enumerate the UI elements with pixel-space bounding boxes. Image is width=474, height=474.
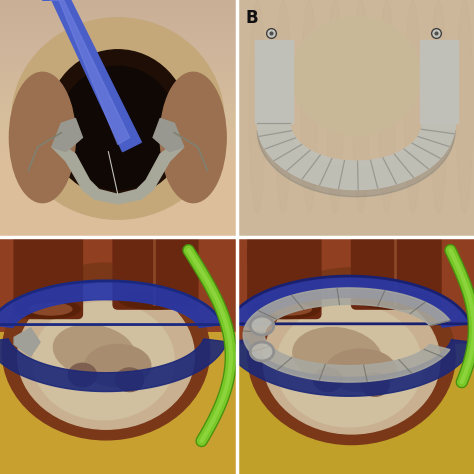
Ellipse shape xyxy=(248,268,455,445)
Ellipse shape xyxy=(292,17,421,135)
FancyBboxPatch shape xyxy=(352,229,441,309)
Ellipse shape xyxy=(275,0,292,213)
FancyBboxPatch shape xyxy=(113,229,198,309)
Ellipse shape xyxy=(301,0,317,213)
Ellipse shape xyxy=(404,0,421,213)
Ellipse shape xyxy=(456,0,473,213)
Ellipse shape xyxy=(361,373,389,396)
Ellipse shape xyxy=(314,368,342,392)
Ellipse shape xyxy=(379,0,395,213)
Ellipse shape xyxy=(116,368,144,392)
Polygon shape xyxy=(257,123,455,190)
Text: B: B xyxy=(246,9,258,27)
Ellipse shape xyxy=(12,18,224,219)
Ellipse shape xyxy=(250,342,274,361)
FancyBboxPatch shape xyxy=(0,333,306,474)
Ellipse shape xyxy=(250,316,274,335)
Ellipse shape xyxy=(9,73,75,203)
Ellipse shape xyxy=(430,0,447,213)
Ellipse shape xyxy=(327,0,343,213)
Ellipse shape xyxy=(293,328,382,385)
Ellipse shape xyxy=(68,363,97,387)
Ellipse shape xyxy=(0,362,241,445)
Polygon shape xyxy=(0,281,222,328)
Ellipse shape xyxy=(85,345,151,387)
Polygon shape xyxy=(52,142,184,204)
Ellipse shape xyxy=(264,303,311,315)
Polygon shape xyxy=(228,276,470,327)
Ellipse shape xyxy=(17,300,80,319)
Polygon shape xyxy=(257,130,455,197)
Ellipse shape xyxy=(18,283,194,429)
Text: D: D xyxy=(246,248,259,266)
Polygon shape xyxy=(224,340,474,396)
Ellipse shape xyxy=(353,0,369,213)
Ellipse shape xyxy=(249,0,265,213)
Ellipse shape xyxy=(251,300,319,319)
FancyBboxPatch shape xyxy=(14,227,82,319)
FancyBboxPatch shape xyxy=(168,168,474,474)
Polygon shape xyxy=(52,118,82,152)
Ellipse shape xyxy=(119,290,190,309)
Ellipse shape xyxy=(59,66,177,190)
FancyBboxPatch shape xyxy=(0,168,306,474)
Polygon shape xyxy=(153,118,184,152)
Ellipse shape xyxy=(326,349,396,392)
Polygon shape xyxy=(14,328,40,356)
Polygon shape xyxy=(0,339,227,392)
Ellipse shape xyxy=(47,50,189,197)
Ellipse shape xyxy=(160,73,226,203)
Ellipse shape xyxy=(2,263,210,440)
FancyBboxPatch shape xyxy=(248,227,321,319)
Ellipse shape xyxy=(29,303,72,315)
Polygon shape xyxy=(243,288,450,382)
Ellipse shape xyxy=(276,304,422,427)
Polygon shape xyxy=(49,0,129,145)
FancyBboxPatch shape xyxy=(168,345,474,474)
Ellipse shape xyxy=(357,290,433,309)
Ellipse shape xyxy=(233,361,474,455)
Ellipse shape xyxy=(33,302,174,420)
Polygon shape xyxy=(42,0,141,152)
Ellipse shape xyxy=(263,288,440,434)
Ellipse shape xyxy=(54,325,135,378)
